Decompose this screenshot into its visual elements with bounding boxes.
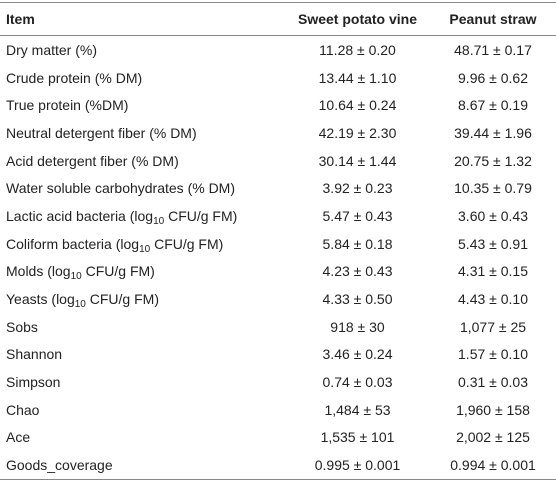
cell: 0.995 ± 0.001 — [285, 451, 430, 481]
table-row: Chao 1,484 ± 53 1,960 ± 158 — [0, 396, 556, 424]
cell: Water soluble carbohydrates (% DM) — [6, 180, 236, 197]
cell: 42.19 ± 2.30 — [318, 124, 397, 141]
cell: 4.43 ± 0.10 — [458, 291, 528, 308]
cell: 30.14 ± 1.44 — [318, 152, 397, 169]
cell: Molds (log10 CFU/g FM) — [0, 258, 285, 286]
cell: 20.75 ± 1.32 — [454, 152, 532, 169]
table-row: Goods_coverage 0.995 ± 0.001 0.994 ± 0.001 — [0, 451, 556, 481]
table-header: Item Sweet potato vine Peanut straw — [0, 2, 556, 36]
cell: 39.44 ± 1.96 — [454, 124, 532, 141]
cell: 1,077 ± 25 — [459, 318, 527, 335]
cell-text: CFU/g FM) — [85, 291, 159, 308]
table-row: Sobs 918 ± 30 1,077 ± 25 — [0, 313, 556, 341]
cell: 4.31 ± 0.15 — [458, 263, 528, 280]
cell: 8.67 ± 0.19 — [458, 97, 528, 114]
cell: 5.47 ± 0.43 — [322, 207, 393, 224]
header-cell: Peanut straw — [430, 2, 556, 36]
cell: 9.96 ± 0.62 — [458, 69, 528, 86]
cell: Coliform bacteria (log10 CFU/g FM) — [0, 230, 285, 258]
cell: 11.28 ± 0.20 — [319, 41, 396, 58]
cell: 0.994 ± 0.001 — [430, 451, 556, 481]
cell-text: Lactic acid bacteria (log — [6, 207, 154, 224]
cell: 2,002 ± 125 — [456, 429, 530, 446]
table-row: Neutral detergent fiber (% DM) 42.19 ± 2.… — [0, 119, 556, 147]
cell: True protein (%DM) — [6, 97, 129, 114]
cell: 10.64 ± 0.24 — [318, 97, 397, 114]
cell-text: Yeasts (log — [6, 291, 75, 308]
cell-text: CFU/g FM) — [164, 207, 238, 224]
cell: 5.43 ± 0.91 — [458, 235, 528, 252]
cell: Shannon — [6, 346, 63, 363]
cell: 0.74 ± 0.03 — [322, 374, 393, 391]
cell: Crude protein (% DM) — [6, 69, 143, 86]
table-row: Coliform bacteria (log10 CFU/g FM) 5.84 ±… — [0, 230, 556, 258]
cell: 3.46 ± 0.24 — [322, 346, 393, 363]
cell: 1,535 ± 101 — [320, 429, 395, 446]
table-row: Ace 1,535 ± 101 2,002 ± 125 — [0, 424, 556, 452]
table-row: Molds (log10 CFU/g FM) 4.23 ± 0.43 4.31 ± … — [0, 258, 556, 286]
cell: 3.92 ± 0.23 — [322, 180, 393, 197]
table-row: True protein (%DM) 10.64 ± 0.24 8.67 ± 0.1… — [0, 91, 556, 119]
table-row: Crude protein (% DM) 13.44 ± 1.10 9.96 ± 0… — [0, 64, 556, 92]
table-row: Dry matter (%) 11.28 ± 0.20 48.71 ± 0.17 — [0, 36, 556, 64]
cell: 4.23 ± 0.43 — [322, 263, 393, 280]
cell: Simpson — [6, 374, 61, 391]
subscript: 10 — [74, 299, 86, 311]
cell-text: CFU/g FM) — [150, 235, 224, 252]
table-row: Acid detergent fiber (% DM) 30.14 ± 1.44 2… — [0, 147, 556, 175]
table-row: Yeasts (log10 CFU/g FM) 4.33 ± 0.50 4.43 ±… — [0, 285, 556, 313]
cell-text: CFU/g FM) — [81, 263, 155, 280]
cell-text: Coliform bacteria (log — [6, 235, 140, 252]
cell: Dry matter (%) — [6, 41, 97, 58]
cell: Lactic acid bacteria (log10 CFU/g FM) — [0, 202, 285, 230]
cell: 1.57 ± 0.10 — [458, 346, 528, 363]
table-row: Shannon 3.46 ± 0.24 1.57 ± 0.10 — [0, 341, 556, 369]
cell-text: Molds (log — [6, 263, 71, 280]
cell: Yeasts (log10 CFU/g FM) — [0, 285, 285, 313]
cell: 1,960 ± 158 — [456, 401, 530, 418]
cell: 5.84 ± 0.18 — [322, 235, 393, 252]
cell: 918 ± 30 — [330, 318, 385, 335]
table-body: Dry matter (%) 11.28 ± 0.20 48.71 ± 0.17 Cr… — [0, 36, 556, 481]
cell: Acid detergent fiber (% DM) — [6, 152, 179, 169]
header-cell: Sweet potato vine — [285, 2, 430, 36]
subscript: 10 — [70, 271, 82, 283]
header-cell: Item — [0, 2, 285, 36]
subscript: 10 — [153, 215, 165, 227]
subscript: 10 — [139, 243, 151, 255]
cell: 10.35 ± 0.79 — [454, 180, 532, 197]
cell: 4.33 ± 0.50 — [322, 291, 393, 308]
cell: 13.44 ± 1.10 — [318, 69, 397, 86]
cell: 1,484 ± 53 — [324, 401, 391, 418]
cell: 3.60 ± 0.43 — [458, 207, 528, 224]
cell: Ace — [6, 429, 31, 446]
table-row: Lactic acid bacteria (log10 CFU/g FM) 5.4… — [0, 202, 556, 230]
header-row: Item Sweet potato vine Peanut straw — [0, 2, 556, 36]
cell: Chao — [6, 401, 40, 418]
cell: Sobs — [6, 318, 38, 335]
cell: 48.71 ± 0.17 — [454, 41, 532, 58]
cell: 0.31 ± 0.03 — [458, 374, 528, 391]
table-row: Simpson 0.74 ± 0.03 0.31 ± 0.03 — [0, 368, 556, 396]
cell: Neutral detergent fiber (% DM) — [6, 124, 197, 141]
cell: Goods_coverage — [0, 451, 285, 481]
table-row: Water soluble carbohydrates (% DM) 3.92 ±… — [0, 174, 556, 202]
